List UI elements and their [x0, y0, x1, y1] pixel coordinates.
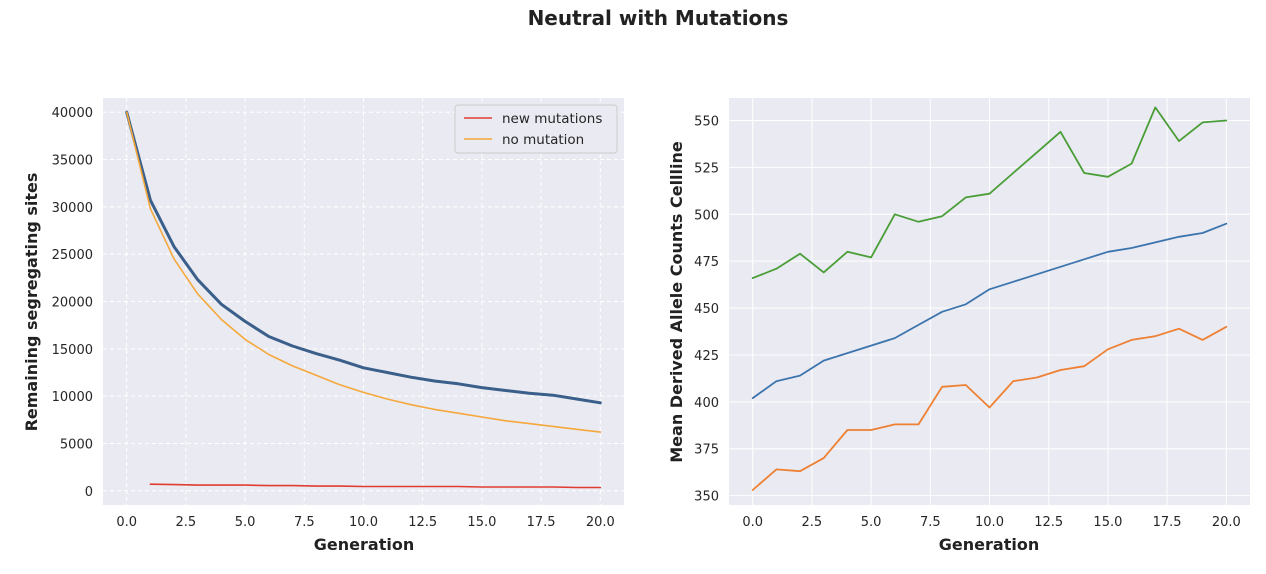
y-tick-label: 350 [694, 490, 719, 505]
x-tick-label: 0.0 [116, 515, 137, 530]
legend-label-no-mutation: no mutation [502, 132, 584, 148]
y-tick-label: 450 [694, 302, 719, 317]
x-tick-label: 10.0 [975, 515, 1004, 530]
series-line-0 [751, 106, 1228, 280]
x-tick-label: 5.0 [235, 515, 256, 530]
y-tick-label: 20000 [52, 296, 93, 311]
y-ticks: 350 375 400 425 450 475 500 525 550 [694, 115, 719, 505]
y-tick-label: 0 [85, 485, 93, 500]
x-tick-label: 15.0 [467, 515, 496, 530]
x-ticks: 0.0 2.5 5.0 7.5 10.0 12.5 15.0 17.5 20.0 [116, 515, 614, 530]
x-tick-label: 20.0 [1212, 515, 1241, 530]
x-tick-label: 15.0 [1093, 515, 1122, 530]
y-tick-label: 15000 [52, 343, 93, 358]
y-tick-label: 10000 [52, 390, 93, 405]
figure-title: Neutral with Mutations [528, 6, 789, 30]
series-group [751, 106, 1228, 491]
x-tick-label: 17.5 [527, 515, 556, 530]
y-tick-label: 40000 [52, 106, 93, 121]
legend-label-new-mutations: new mutations [502, 111, 602, 127]
x-axis-label: Generation [939, 535, 1039, 554]
x-tick-label: 12.5 [408, 515, 437, 530]
y-tick-label: 30000 [52, 201, 93, 216]
grid [103, 98, 624, 505]
x-ticks: 0.0 2.5 5.0 7.5 10.0 12.5 15.0 17.5 20.0 [742, 515, 1240, 530]
y-axis-label: Remaining segregating sites [22, 173, 41, 432]
series-no-mutation [125, 111, 602, 433]
y-tick-label: 525 [694, 161, 719, 176]
series-group [125, 110, 602, 489]
y-tick-label: 5000 [60, 437, 93, 452]
x-tick-label: 0.0 [742, 515, 763, 530]
x-tick-label: 12.5 [1034, 515, 1063, 530]
grid [729, 98, 1250, 505]
series-new-mutations [149, 483, 602, 489]
y-tick-label: 400 [694, 396, 719, 411]
chart-remaining-sites: 0.0 2.5 5.0 7.5 10.0 12.5 15.0 17.5 20.0 0 5000 10… [22, 98, 624, 554]
series-line-0 [125, 110, 602, 405]
x-tick-label: 10.0 [349, 515, 378, 530]
x-tick-label: 7.5 [294, 515, 315, 530]
x-tick-label: 20.0 [586, 515, 615, 530]
y-tick-label: 425 [694, 349, 719, 364]
x-tick-label: 17.5 [1153, 515, 1182, 530]
y-ticks: 0 5000 10000 15000 20000 25000 30000 35000 40000 [52, 106, 93, 500]
x-tick-label: 5.0 [861, 515, 882, 530]
x-tick-label: 2.5 [176, 515, 197, 530]
y-tick-label: 475 [694, 255, 719, 270]
y-tick-label: 375 [694, 443, 719, 458]
y-tick-label: 500 [694, 208, 719, 223]
series-line-2 [751, 325, 1228, 491]
y-tick-label: 550 [694, 115, 719, 130]
y-tick-label: 25000 [52, 248, 93, 263]
series-line-1 [751, 222, 1228, 400]
y-axis-label: Mean Derived Allele Counts Cellline [667, 141, 686, 463]
legend-box [454, 104, 618, 154]
legend: new mutations no mutation [454, 104, 618, 154]
chart-mean-derived-allele-counts: 0.0 2.5 5.0 7.5 10.0 12.5 15.0 17.5 20.0 350 375 4… [667, 98, 1250, 554]
x-tick-label: 7.5 [920, 515, 941, 530]
x-tick-label: 2.5 [802, 515, 823, 530]
y-tick-label: 35000 [52, 154, 93, 169]
x-axis-label: Generation [314, 535, 414, 554]
